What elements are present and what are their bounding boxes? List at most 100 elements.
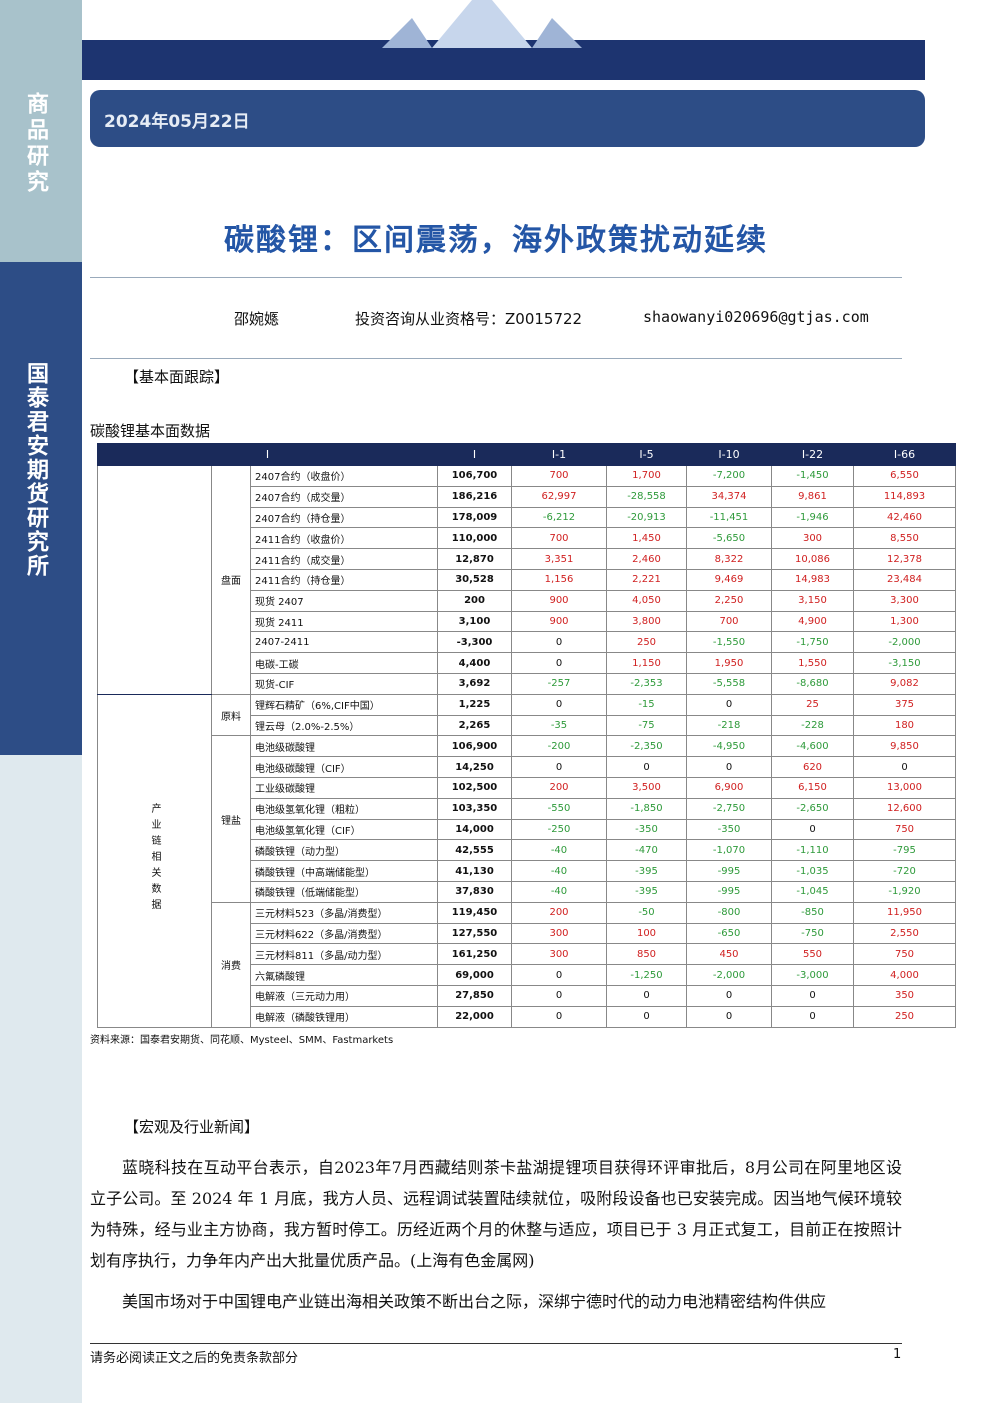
- report-date: 2024年05月22日: [104, 112, 250, 132]
- cell: 11,950: [853, 901, 956, 924]
- cell: 4,900: [771, 610, 854, 633]
- cell: 0: [606, 984, 687, 1007]
- cell: 0: [511, 1005, 607, 1028]
- cell: -2,350: [606, 735, 687, 758]
- cell: -35: [511, 714, 607, 737]
- group-label: 产业链相关数据: [149, 803, 160, 916]
- cell: 13,000: [853, 776, 956, 799]
- row-label: 三元材料523（多晶/消费型）: [250, 901, 438, 924]
- cell: 14,983: [771, 568, 854, 591]
- cell: -75: [606, 714, 687, 737]
- cell: -550: [511, 797, 607, 820]
- cell: -257: [511, 672, 607, 695]
- table-row: 锂盐 电池级碳酸锂 106,900 -200 -2,350 -4,950 -4,600 9,8…: [98, 735, 956, 903]
- row-label: 电池级氢氧化锂（粗粒）: [250, 797, 438, 820]
- rule: [90, 277, 902, 278]
- cell: 620: [771, 756, 854, 778]
- header-band: [82, 0, 925, 80]
- cell: 4,400: [437, 652, 512, 674]
- table-row: 电碳-工碳 4,400 0 1,150 1,950 1,550 -3,150: [98, 652, 956, 674]
- table-row: 三元材料811（多晶/动力型） 161,250 300 850 450 550 750: [98, 943, 956, 966]
- cell: 550: [771, 943, 854, 966]
- header-row: I I I-1 I-5 I-10 I-22 I-66: [97, 443, 956, 466]
- cell: -218: [686, 714, 772, 737]
- row-label: 六氟磷酸锂: [250, 964, 438, 986]
- cell: 27,850: [437, 984, 512, 1007]
- cell: 3,100: [437, 610, 512, 633]
- cell: -1,450: [771, 465, 854, 487]
- row-label: 2411合约（成交量）: [250, 548, 438, 570]
- row-label: 2407合约（持仓量）: [250, 506, 438, 529]
- cell: 25: [771, 693, 854, 716]
- table-row: 磷酸铁锂（动力型） 42,555 -40 -470 -1,070 -1,110 -795: [98, 839, 956, 862]
- cell: -50: [606, 901, 687, 924]
- table-row: 电池级碳酸锂（CIF） 14,250 0 0 0 620 0: [98, 756, 956, 778]
- cell: 1,225: [437, 693, 512, 716]
- cell: 0: [511, 693, 607, 716]
- cell: 9,082: [853, 672, 956, 695]
- row-label: 磷酸铁锂（低端储能型）: [250, 880, 438, 903]
- cell: -6,212: [511, 506, 607, 529]
- cell: -995: [686, 860, 772, 882]
- cell: -200: [511, 735, 607, 758]
- cell: 106,700: [437, 465, 512, 487]
- cell: 1,450: [606, 527, 687, 550]
- cell: 114,893: [853, 485, 956, 508]
- cell: 2,550: [853, 922, 956, 945]
- section-heading: 【宏观及行业新闻】: [124, 1118, 260, 1136]
- cell: 23,484: [853, 568, 956, 591]
- table-row: 2411合约（收盘价） 110,000 700 1,450 -5,650 300 8,550: [98, 527, 956, 550]
- row-label: 2407合约（成交量）: [250, 485, 438, 508]
- cell: -250: [511, 818, 607, 841]
- table-row: 现货 2411 3,100 900 3,800 700 4,900 1,300: [98, 610, 956, 633]
- cell: -7,200: [686, 465, 772, 487]
- cell: -2,750: [686, 797, 772, 820]
- column-header: I-1: [511, 443, 607, 466]
- cell: 200: [511, 776, 607, 799]
- section-heading: 【基本面跟踪】: [124, 368, 230, 386]
- row-label: 2411合约（收盘价）: [250, 527, 438, 550]
- page-number: 1: [893, 1347, 902, 1362]
- sidebar-label: 商品研究: [23, 92, 49, 196]
- row-label: 三元材料622（多晶/消费型）: [250, 922, 438, 945]
- row-label: 磷酸铁锂（动力型）: [250, 839, 438, 862]
- cell: -4,950: [686, 735, 772, 758]
- cell: 200: [437, 589, 512, 612]
- author: 邵婉嫕: [234, 310, 280, 328]
- cell: 4,050: [606, 589, 687, 612]
- cell: 62,997: [511, 485, 607, 508]
- cell: 0: [606, 756, 687, 778]
- cell: -350: [606, 818, 687, 841]
- cell: -228: [771, 714, 854, 737]
- cell: 0: [606, 1005, 687, 1028]
- cell: 0: [771, 1005, 854, 1028]
- cell: -1,070: [686, 839, 772, 862]
- row-label: 2411合约（持仓量）: [250, 568, 438, 591]
- cell: 127,550: [437, 922, 512, 945]
- table-row: 2411合约（持仓量） 30,528 1,156 2,221 9,469 14,983 23…: [98, 568, 956, 591]
- cell: 3,800: [606, 610, 687, 633]
- column-header: I-5: [606, 443, 687, 466]
- sidebar-bottom: [0, 755, 82, 1403]
- cell: -40: [511, 880, 607, 903]
- cell: 0: [853, 756, 956, 778]
- row-label: 2407合约（收盘价）: [250, 465, 438, 487]
- cell: 0: [686, 693, 772, 716]
- cell: 1,300: [853, 610, 956, 633]
- cell: 0: [511, 756, 607, 778]
- cell: 700: [686, 610, 772, 633]
- cell: 42,460: [853, 506, 956, 529]
- cell: -2,000: [853, 631, 956, 654]
- table-row: 六氟磷酸锂 69,000 0 -1,250 -2,000 -3,000 4,000: [98, 964, 956, 986]
- cell: 300: [511, 943, 607, 966]
- cell: 6,150: [771, 776, 854, 799]
- row-label: 2407-2411: [250, 631, 438, 654]
- cell: 850: [606, 943, 687, 966]
- cell: -3,150: [853, 652, 956, 674]
- cell: 12,378: [853, 548, 956, 570]
- cell: 37,830: [437, 880, 512, 903]
- row-label: 电解液（三元动力用）: [250, 984, 438, 1007]
- cell: 900: [511, 589, 607, 612]
- row-label: 电池级氢氧化锂（CIF）: [250, 818, 438, 841]
- cell: -1,045: [771, 880, 854, 903]
